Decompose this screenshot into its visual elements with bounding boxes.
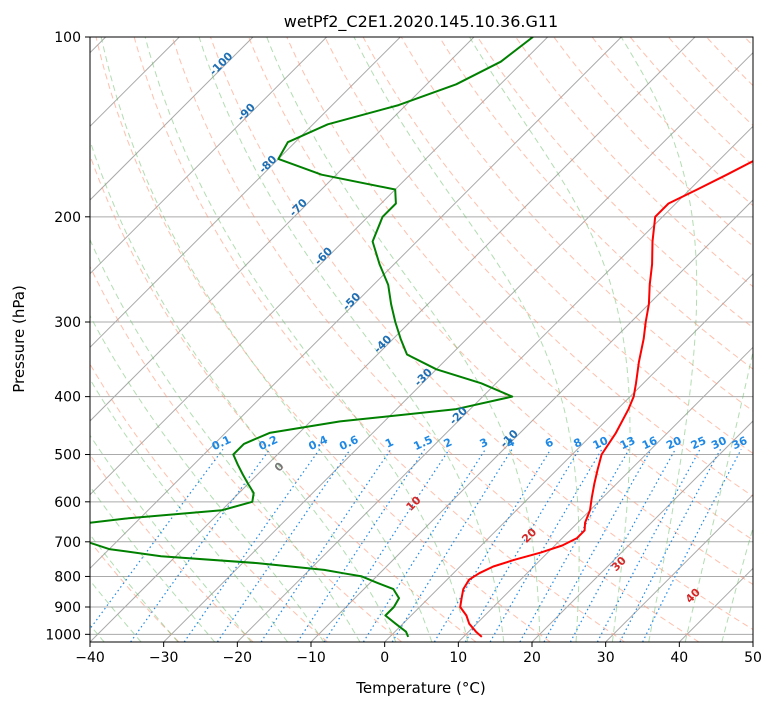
plot-frame [89, 36, 754, 643]
x-tick-label: −10 [296, 650, 326, 666]
isotherm-line [236, 125, 753, 642]
y-tick-label: 200 [54, 210, 81, 226]
dry-adiabat-line [324, 37, 753, 498]
mixing-ratio-line [323, 448, 450, 642]
dry-adiabat-line [133, 37, 625, 642]
y-tick-label: 600 [54, 495, 81, 511]
isotherm-line [310, 199, 753, 642]
series-layer [90, 37, 753, 638]
y-tick-label: 500 [54, 448, 81, 464]
isotherm-line [90, 37, 254, 201]
y-axis-label: Pressure (hPa) [10, 285, 28, 393]
dry-adiabat-line [171, 37, 700, 642]
x-tick-label: 30 [597, 650, 615, 666]
mixing-ratio-line [216, 448, 351, 642]
dry-adiabat-line [629, 37, 753, 167]
isotherm-line [163, 51, 753, 642]
y-tick-label: 400 [54, 390, 81, 406]
x-tick-label: −40 [75, 650, 105, 666]
y-tick-label: 700 [54, 535, 81, 551]
mixing-ratio-line [489, 448, 603, 642]
temperature-profile-line [459, 159, 753, 638]
mixing-ratio-label: 30 [709, 434, 729, 452]
mixing-ratio-line [296, 448, 426, 642]
dry-adiabat-line [438, 37, 753, 370]
moist-adiabat-line [90, 579, 142, 642]
moist-adiabat-line [90, 533, 179, 642]
moist-adiabat-line [620, 37, 698, 642]
isotherm-line [90, 37, 622, 570]
dry-adiabat-line [95, 37, 551, 642]
x-tick-label: 20 [523, 650, 541, 666]
mixing-ratio-line [619, 449, 722, 642]
dry-adiabat-line [210, 37, 753, 631]
y-tick-label: 100 [54, 30, 81, 46]
isotherm-line [90, 37, 696, 642]
isotherm-line [90, 37, 549, 496]
y-tick-label: 1000 [45, 627, 81, 643]
mixing-ratio-line [642, 449, 742, 642]
x-tick-label: −20 [223, 650, 253, 666]
grid-layer [90, 37, 753, 642]
dewpoint-profile-line [90, 37, 534, 638]
isotherm-line [605, 493, 753, 642]
mixing-ratio-line [464, 448, 580, 642]
dry-adiabat-line [362, 37, 753, 455]
dry-adiabat-line [400, 37, 753, 412]
moist-adiabat-line [721, 526, 753, 642]
dry-adiabat-line [90, 265, 403, 642]
mixing-ratio-line [260, 448, 392, 642]
mixing-ratio-label: 10 [591, 434, 611, 452]
mixing-ratio-line [433, 448, 552, 642]
x-tick-label: 10 [449, 650, 467, 666]
x-tick-label: 0 [380, 650, 389, 666]
isotherm-line [384, 272, 753, 642]
chart-title: wetPf2_C2E1.2020.145.10.36.G11 [284, 12, 558, 32]
dry-adiabat-line [515, 37, 753, 288]
moist-adiabat-line [90, 485, 216, 642]
moist-adiabat-line [266, 37, 541, 642]
x-axis-label: Temperature (°C) [355, 679, 485, 697]
dry-adiabat-line [286, 37, 753, 541]
mixing-ratio-label: 16 [640, 434, 660, 452]
dry-adiabat-line [90, 153, 477, 642]
isotherm-line [457, 346, 753, 642]
isotherm-line [90, 37, 328, 275]
moist-adiabat-line [469, 37, 631, 642]
mixing-ratio-label: 20 [664, 434, 684, 452]
axis-layer: −40 −30 −20 −10 0 10 20 30 40 50 100 200 300 400 500 60… [45, 30, 762, 666]
mixing-ratio-line [362, 448, 486, 642]
moist-adiabat-line [90, 434, 252, 642]
mixing-ratio-line [519, 449, 630, 642]
mixing-ratio-label: 36 [730, 434, 750, 452]
y-tick-label: 300 [54, 315, 81, 331]
dry-adiabat-line [90, 454, 254, 642]
y-tick-label: 900 [54, 600, 81, 616]
moist-adiabat-line [144, 37, 469, 642]
moist-adiabat-line [90, 238, 361, 642]
mixing-ratio-line [90, 448, 224, 630]
isotherm-line [531, 420, 753, 642]
mixing-ratio-line [391, 448, 513, 642]
moist-adiabat-line [684, 349, 753, 642]
moist-adiabat-line [198, 37, 505, 642]
x-tick-label: 40 [670, 650, 688, 666]
dry-adiabat-line [248, 37, 753, 586]
x-tick-label: 50 [744, 650, 762, 666]
moist-adiabat-line [90, 378, 289, 642]
x-tick-label: −30 [149, 650, 179, 666]
isotherm-line [90, 37, 475, 422]
mixing-ratio-label: 25 [689, 434, 708, 452]
moist-adiabat-line [353, 37, 580, 642]
moist-adiabat-line [100, 37, 433, 642]
mixing-ratio-label: 13 [618, 434, 637, 452]
moist-adiabat-line [90, 314, 325, 642]
y-tick-label: 800 [54, 569, 81, 585]
